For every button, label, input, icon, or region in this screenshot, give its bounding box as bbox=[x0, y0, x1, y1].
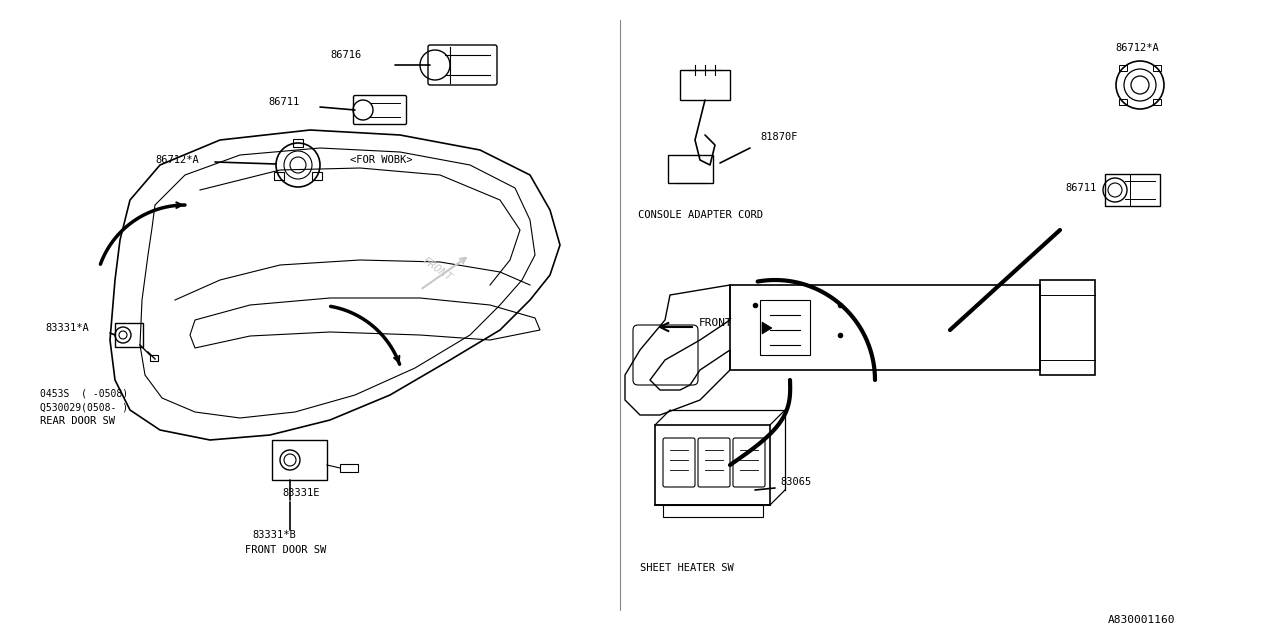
Text: 83331E: 83331E bbox=[282, 488, 320, 498]
Bar bbox=[340, 464, 358, 472]
Text: 86712*A: 86712*A bbox=[1115, 43, 1158, 53]
Text: 0453S  ( -0508): 0453S ( -0508) bbox=[40, 388, 128, 398]
Text: <FOR WOBK>: <FOR WOBK> bbox=[349, 155, 412, 165]
Bar bbox=[312, 172, 323, 180]
Text: Q530029(0508- ): Q530029(0508- ) bbox=[40, 402, 128, 412]
Bar bbox=[1039, 280, 1094, 375]
Text: A830001160: A830001160 bbox=[1107, 615, 1175, 625]
Text: 86711: 86711 bbox=[268, 97, 300, 107]
Text: REAR DOOR SW: REAR DOOR SW bbox=[40, 416, 115, 426]
Bar bbox=[274, 172, 284, 180]
Text: 86716: 86716 bbox=[330, 50, 361, 60]
Bar bbox=[1153, 99, 1161, 105]
Bar bbox=[115, 323, 143, 347]
Bar bbox=[663, 505, 763, 517]
Bar bbox=[668, 155, 713, 183]
Bar bbox=[1119, 65, 1126, 71]
Text: 81870F: 81870F bbox=[760, 132, 797, 142]
Text: CONSOLE ADAPTER CORD: CONSOLE ADAPTER CORD bbox=[637, 210, 763, 220]
Bar bbox=[150, 355, 157, 361]
Bar bbox=[730, 285, 1039, 370]
Text: FRONT DOOR SW: FRONT DOOR SW bbox=[244, 545, 326, 555]
Text: 83331*A: 83331*A bbox=[45, 323, 88, 333]
Bar bbox=[680, 70, 730, 100]
Bar bbox=[1153, 65, 1161, 71]
Text: FRONT: FRONT bbox=[699, 318, 732, 328]
Text: 86712*A: 86712*A bbox=[155, 155, 198, 165]
Bar bbox=[1119, 99, 1126, 105]
Bar bbox=[1105, 174, 1160, 206]
Text: FRONT: FRONT bbox=[420, 255, 453, 283]
Bar bbox=[655, 425, 771, 505]
Text: 86711: 86711 bbox=[1065, 183, 1096, 193]
Text: 83331*B: 83331*B bbox=[252, 530, 296, 540]
Text: SHEET HEATER SW: SHEET HEATER SW bbox=[640, 563, 733, 573]
Bar bbox=[760, 300, 810, 355]
Bar bbox=[273, 440, 326, 480]
Text: 83065: 83065 bbox=[780, 477, 812, 487]
Polygon shape bbox=[762, 322, 772, 334]
Bar bbox=[293, 139, 303, 147]
